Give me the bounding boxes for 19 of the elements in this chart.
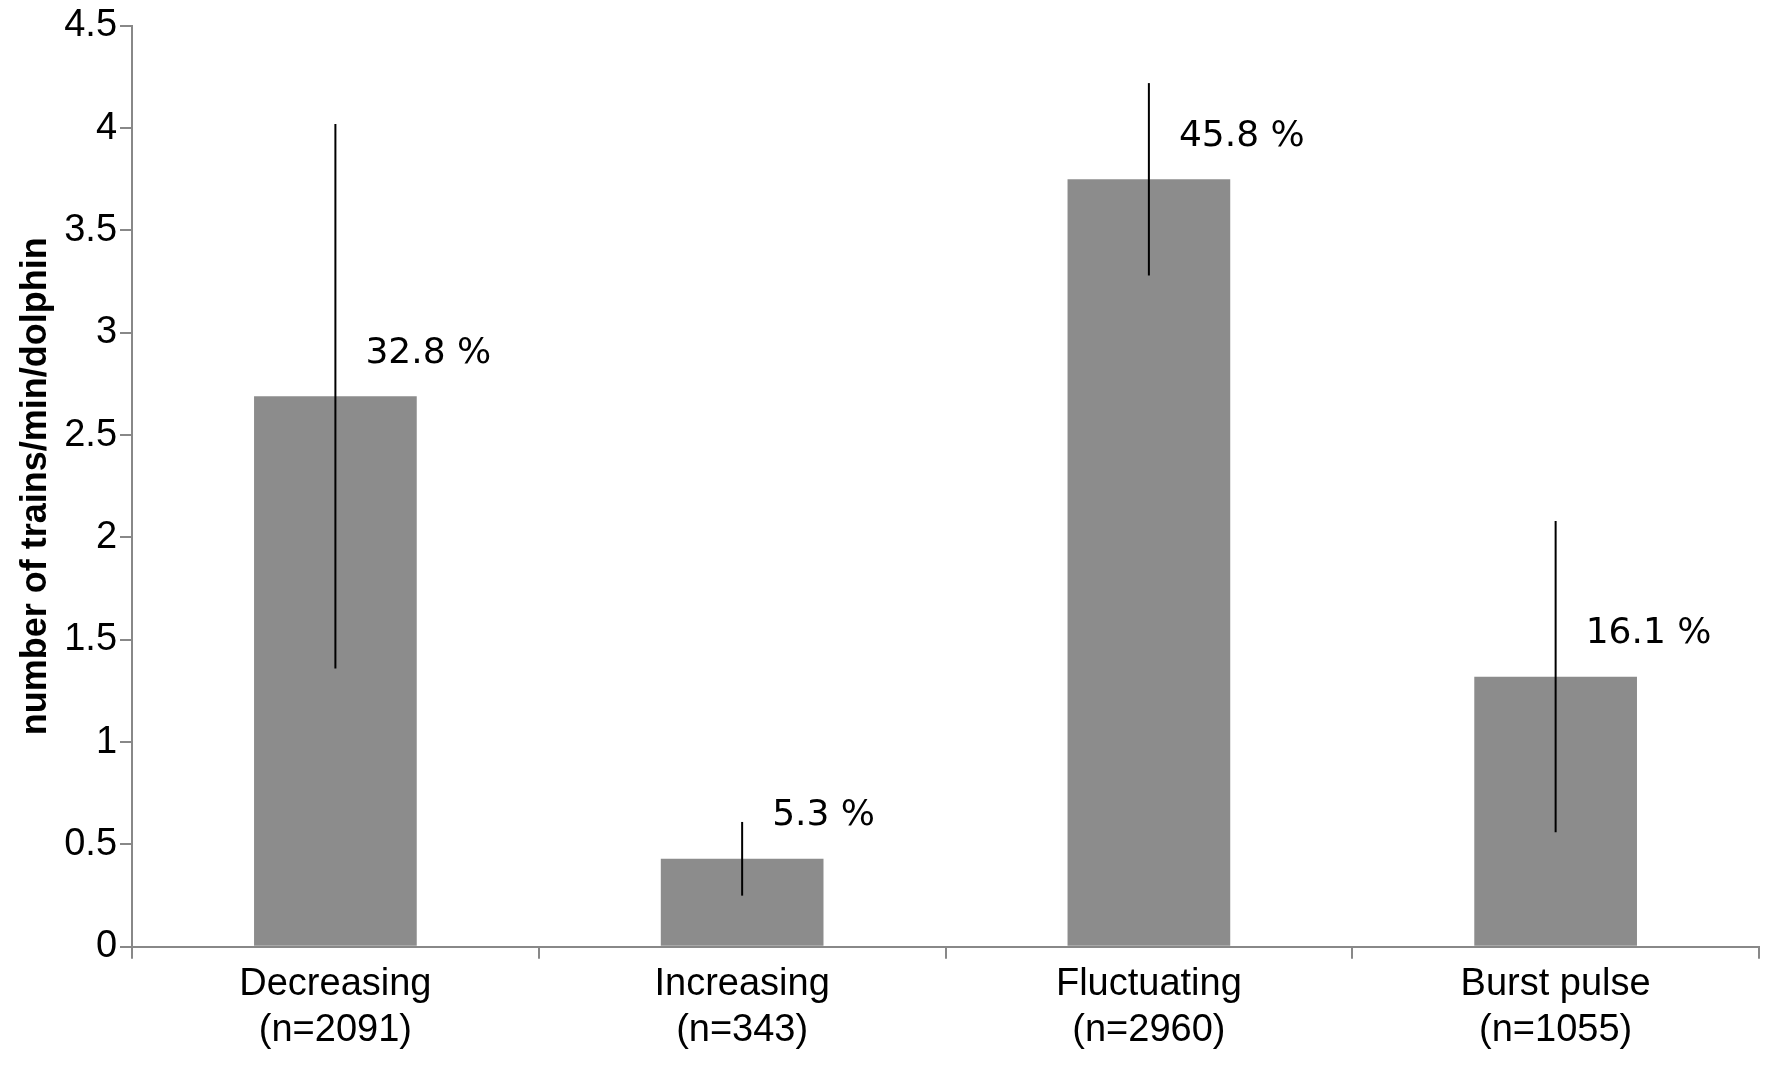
y-tick-label: 4.5 [64, 2, 118, 45]
y-tick-label: 0.5 [64, 820, 118, 863]
y-axis-title: number of trains/min/dolphin [12, 237, 54, 736]
annotation: 16.1 % [1585, 610, 1712, 651]
annotation: 5.3 % [772, 792, 876, 834]
y-tick-label: 1.5 [64, 616, 118, 659]
x-tick-label: Decreasing (n=2091) [239, 961, 432, 1049]
y-tick-label: 3.5 [64, 206, 118, 249]
annotation: 45.8 % [1178, 112, 1305, 154]
y-tick-label: 0 [95, 923, 118, 966]
y-tick-label: 2.5 [64, 411, 118, 454]
y-tick-label: 1 [95, 718, 118, 761]
annotation: 32.8 % [365, 329, 492, 371]
y-tick-label: 2 [95, 513, 118, 556]
x-tick-label: Burst pulse (n=1055) [1460, 961, 1651, 1049]
y-tick-label: 4 [95, 104, 118, 147]
x-tick-label: Fluctuating (n=2960) [1055, 961, 1242, 1049]
y-tick-label: 3 [95, 309, 118, 352]
x-tick-label: Increasing (n=343) [654, 961, 830, 1049]
